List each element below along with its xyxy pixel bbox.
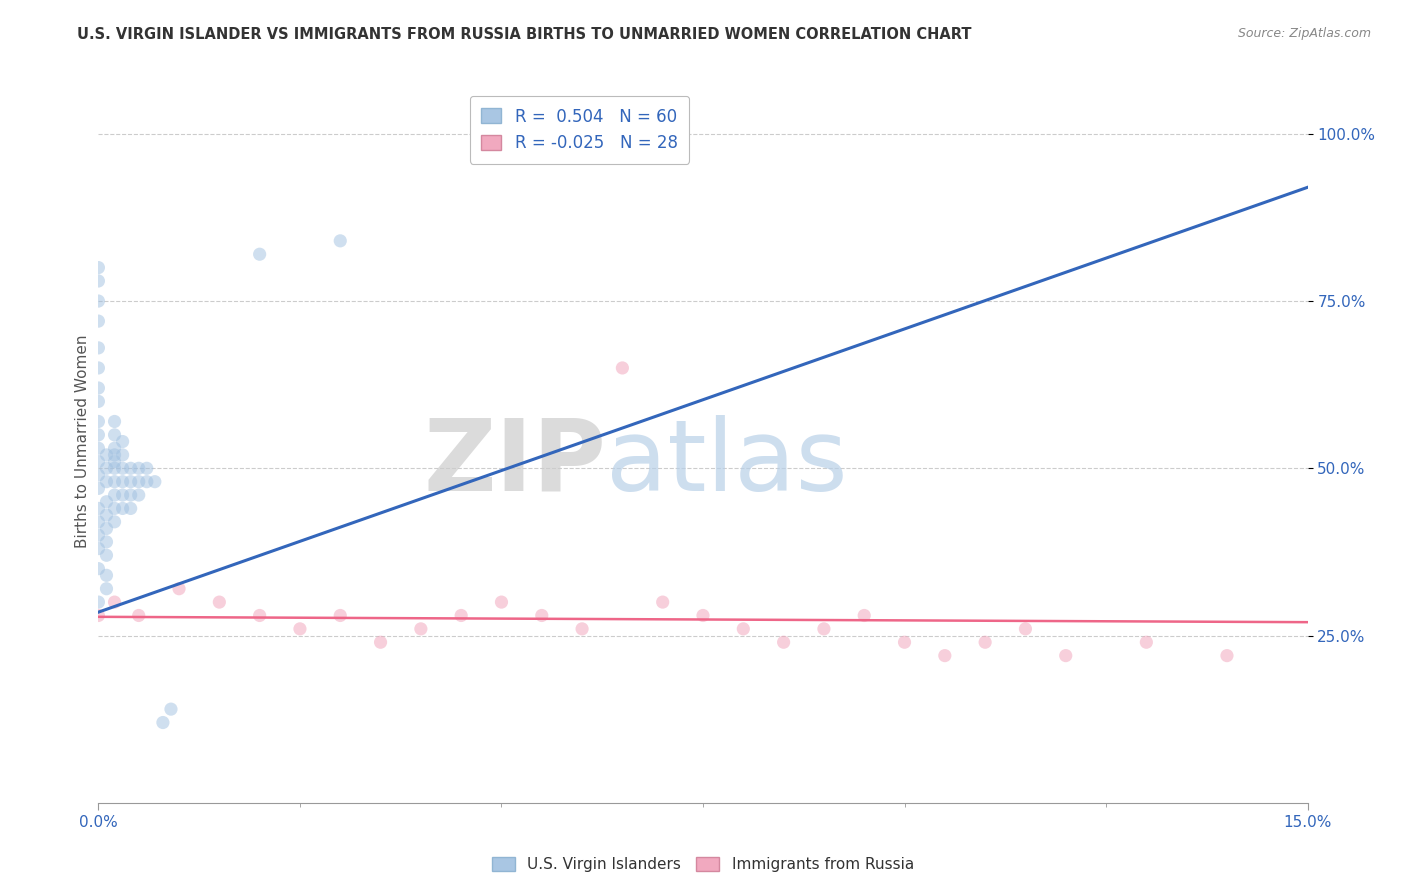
Point — [87, 541, 110, 556]
Point — [128, 461, 150, 475]
Point — [288, 622, 311, 636]
Point — [87, 314, 110, 328]
Text: Source: ZipAtlas.com: Source: ZipAtlas.com — [1237, 27, 1371, 40]
Point — [692, 608, 714, 623]
Point — [111, 434, 134, 449]
Point — [1054, 648, 1077, 663]
Point — [893, 635, 915, 649]
Point — [128, 488, 150, 502]
Point — [120, 501, 142, 516]
Point — [87, 608, 110, 623]
Point — [571, 622, 593, 636]
Point — [612, 361, 634, 376]
Point — [96, 568, 118, 582]
Legend: R =  0.504   N = 60, R = -0.025   N = 28: R = 0.504 N = 60, R = -0.025 N = 28 — [470, 95, 689, 163]
Point — [87, 260, 110, 275]
Point — [530, 608, 553, 623]
Point — [329, 234, 352, 248]
Point — [103, 455, 125, 469]
Point — [103, 461, 125, 475]
Point — [87, 515, 110, 529]
Point — [96, 475, 118, 489]
Point — [103, 475, 125, 489]
Y-axis label: Births to Unmarried Women: Births to Unmarried Women — [75, 334, 90, 549]
Point — [934, 648, 956, 663]
Point — [974, 635, 997, 649]
Point — [772, 635, 794, 649]
Point — [208, 595, 231, 609]
Point — [96, 521, 118, 535]
Point — [1216, 648, 1239, 663]
Text: ZIP: ZIP — [423, 415, 606, 512]
Text: atlas: atlas — [606, 415, 848, 512]
Point — [491, 595, 513, 609]
Point — [103, 448, 125, 462]
Point — [143, 475, 166, 489]
Point — [370, 635, 392, 649]
Point — [111, 488, 134, 502]
Point — [103, 442, 125, 455]
Point — [87, 482, 110, 496]
Point — [135, 475, 157, 489]
Point — [120, 461, 142, 475]
Point — [152, 715, 174, 730]
Point — [87, 381, 110, 395]
Point — [128, 475, 150, 489]
Point — [96, 494, 118, 508]
Point — [111, 448, 134, 462]
Point — [120, 488, 142, 502]
Point — [87, 341, 110, 355]
Point — [1014, 622, 1036, 636]
Point — [103, 501, 125, 516]
Point — [87, 394, 110, 409]
Point — [103, 515, 125, 529]
Point — [111, 501, 134, 516]
Point — [409, 622, 432, 636]
Point — [120, 475, 142, 489]
Point — [87, 361, 110, 376]
Point — [128, 608, 150, 623]
Point — [87, 467, 110, 482]
Point — [249, 247, 271, 261]
Point — [87, 501, 110, 516]
Point — [87, 528, 110, 542]
Point — [96, 582, 118, 596]
Point — [103, 488, 125, 502]
Point — [96, 548, 118, 563]
Legend: U.S. Virgin Islanders, Immigrants from Russia: U.S. Virgin Islanders, Immigrants from R… — [485, 849, 921, 880]
Point — [853, 608, 876, 623]
Point — [160, 702, 183, 716]
Point — [87, 595, 110, 609]
Point — [135, 461, 157, 475]
Point — [87, 455, 110, 469]
Point — [96, 448, 118, 462]
Point — [651, 595, 673, 609]
Point — [329, 608, 352, 623]
Point — [87, 442, 110, 455]
Point — [87, 294, 110, 309]
Point — [87, 414, 110, 429]
Point — [167, 582, 190, 596]
Point — [96, 461, 118, 475]
Point — [96, 534, 118, 549]
Point — [111, 475, 134, 489]
Point — [1135, 635, 1157, 649]
Point — [103, 414, 125, 429]
Point — [103, 595, 125, 609]
Text: U.S. VIRGIN ISLANDER VS IMMIGRANTS FROM RUSSIA BIRTHS TO UNMARRIED WOMEN CORRELA: U.S. VIRGIN ISLANDER VS IMMIGRANTS FROM … — [77, 27, 972, 42]
Point — [87, 562, 110, 576]
Point — [111, 461, 134, 475]
Point — [249, 608, 271, 623]
Point — [733, 622, 755, 636]
Point — [103, 427, 125, 442]
Point — [96, 508, 118, 523]
Point — [87, 274, 110, 288]
Point — [813, 622, 835, 636]
Point — [87, 427, 110, 442]
Point — [450, 608, 472, 623]
